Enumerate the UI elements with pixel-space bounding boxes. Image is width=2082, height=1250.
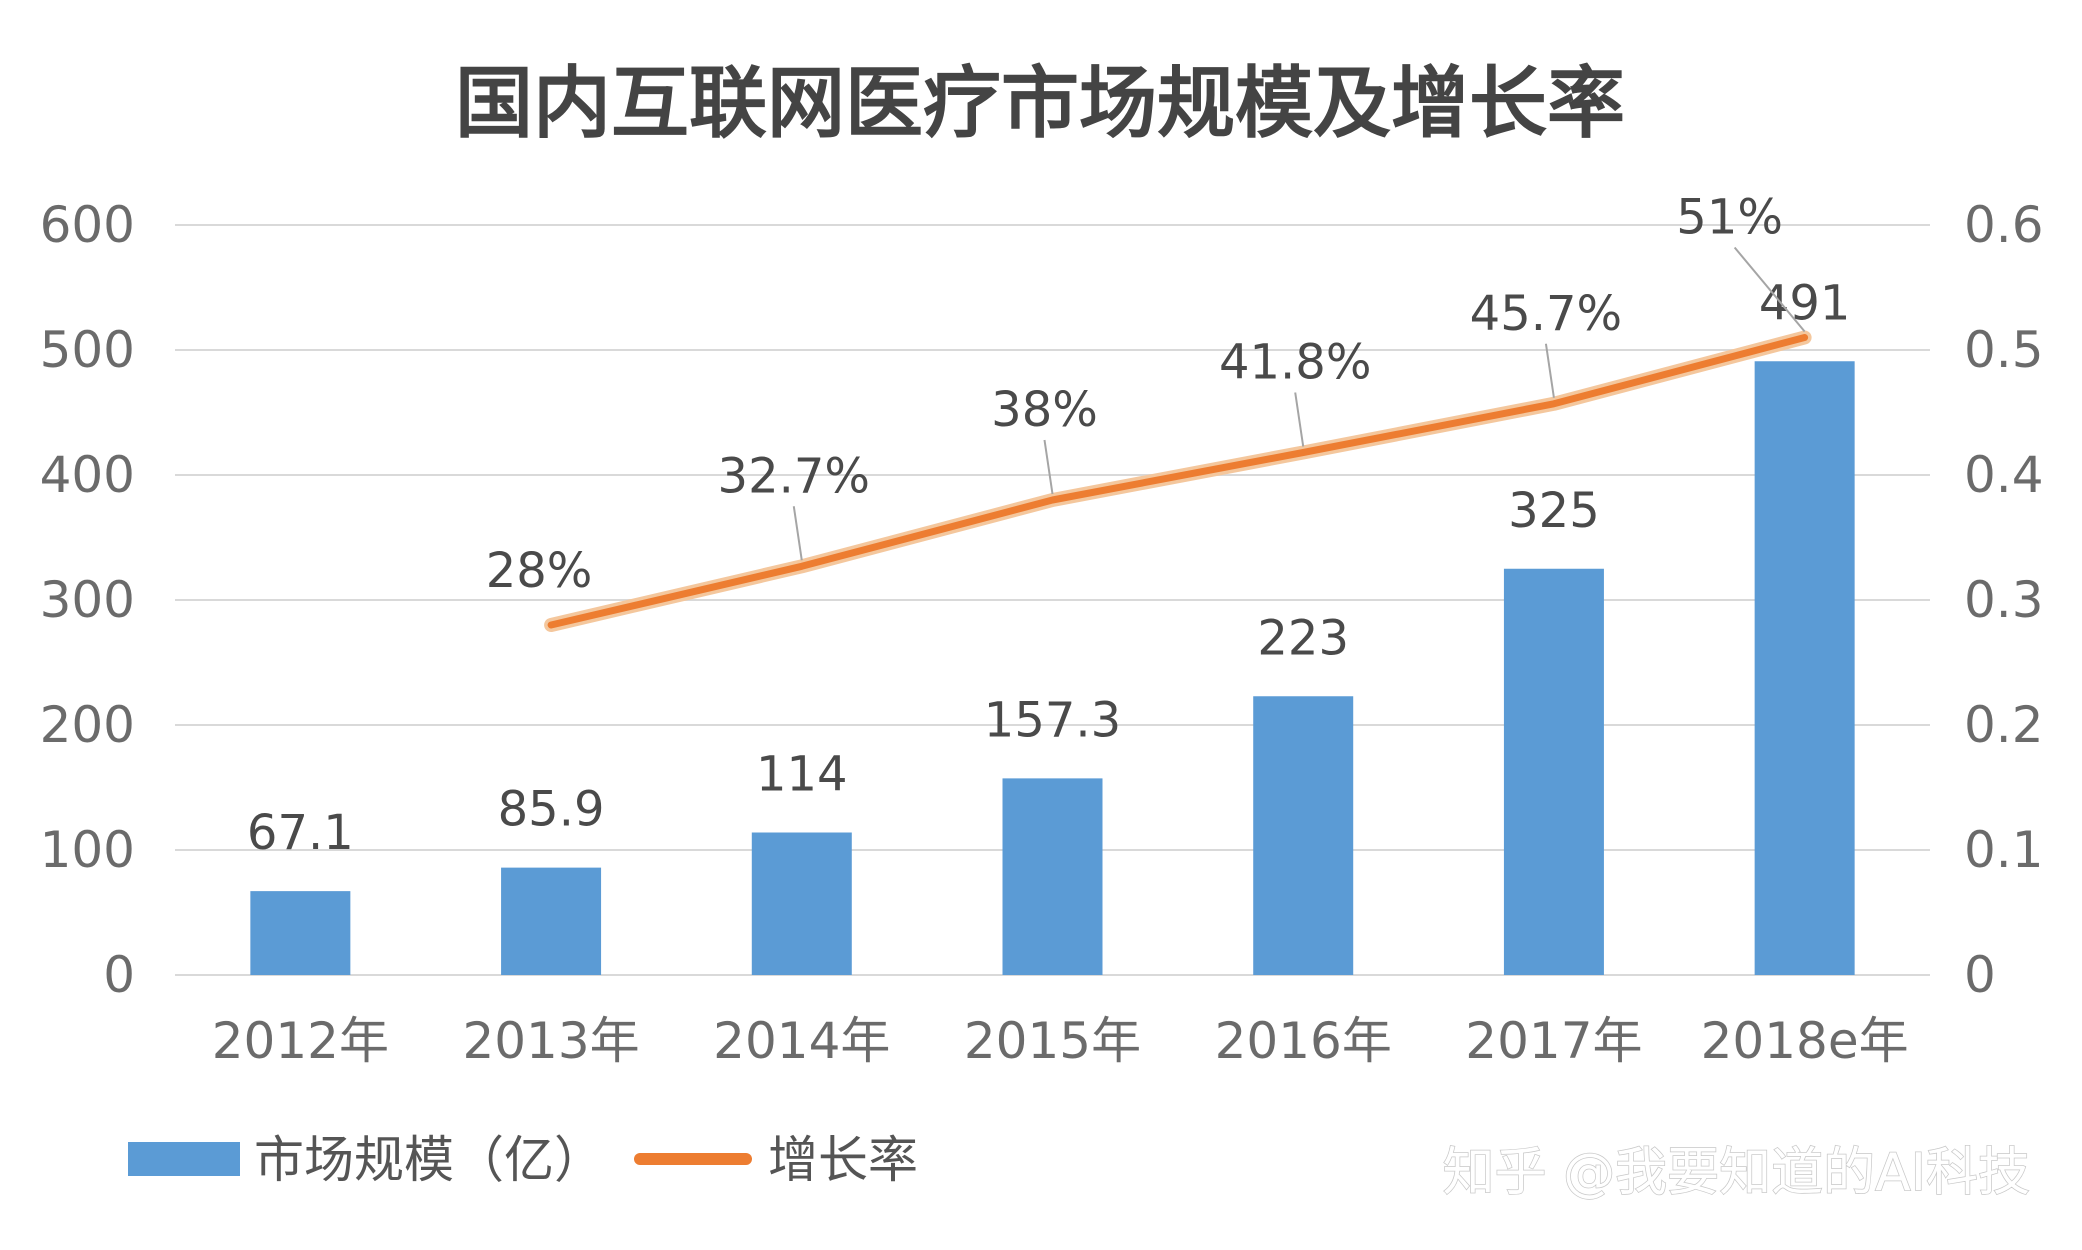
x-axis: 2012年 2013年 2014年 2015年 2016年 2017年 2018e年 xyxy=(212,1012,1909,1070)
legend-line-label: 增长率 xyxy=(768,1131,918,1189)
bar xyxy=(501,867,602,975)
legend-bar-swatch xyxy=(128,1142,240,1176)
line-data-label: 41.8% xyxy=(1219,335,1371,391)
watermark: 知乎 @我要知道的AI科技 xyxy=(1443,1143,2030,1203)
bar-data-label: 491 xyxy=(1759,275,1851,331)
x-category-label: 2018e年 xyxy=(1701,1012,1909,1070)
right-y-tick-label: 0.6 xyxy=(1964,196,2044,254)
bar-data-labels: 67.1 85.9 114 157.3 223 325 491 xyxy=(247,275,1851,861)
bar xyxy=(1503,568,1604,975)
bar-data-label: 325 xyxy=(1508,483,1600,539)
bar xyxy=(751,832,852,975)
x-category-label: 2012年 xyxy=(212,1012,389,1070)
line-label-leader xyxy=(1733,246,1806,333)
legend-bar-label: 市场规模（亿） xyxy=(254,1131,604,1189)
bar-data-label: 85.9 xyxy=(498,782,605,838)
bar xyxy=(1754,361,1855,975)
line-label-leader xyxy=(792,506,803,561)
x-category-label: 2017年 xyxy=(1465,1012,1642,1070)
right-y-tick-label: 0.4 xyxy=(1964,446,2044,504)
line-data-labels: 28% 32.7% 38% 41.8% 45.7% 51% xyxy=(486,190,1806,599)
left-y-tick-label: 600 xyxy=(40,196,135,254)
line-series-path xyxy=(547,334,1809,629)
left-y-tick-label: 500 xyxy=(40,321,135,379)
line-label-leader xyxy=(1043,439,1054,495)
bar xyxy=(1253,696,1354,975)
right-y-tick-label: 0 xyxy=(1964,946,1996,1004)
bar-data-label: 67.1 xyxy=(247,805,354,861)
left-y-tick-label: 400 xyxy=(40,446,135,504)
line-data-label: 38% xyxy=(991,382,1098,438)
line-data-label: 45.7% xyxy=(1470,286,1622,342)
bar-data-label: 114 xyxy=(756,747,848,803)
x-category-label: 2013年 xyxy=(462,1012,639,1070)
right-y-axis: 0 0.1 0.2 0.3 0.4 0.5 0.6 xyxy=(1964,196,2044,1004)
line-label-leader xyxy=(1294,392,1305,447)
legend: 市场规模（亿） 增长率 xyxy=(128,1131,918,1189)
right-y-tick-label: 0.3 xyxy=(1964,571,2044,629)
left-y-tick-label: 0 xyxy=(103,946,135,1004)
left-y-tick-label: 300 xyxy=(40,571,135,629)
x-category-label: 2014年 xyxy=(713,1012,890,1070)
left-y-tick-label: 100 xyxy=(40,821,135,879)
x-category-label: 2015年 xyxy=(964,1012,1141,1070)
bar-data-label: 157.3 xyxy=(984,692,1121,748)
bar xyxy=(1002,778,1103,975)
bar-series xyxy=(250,361,1855,975)
line-data-label: 28% xyxy=(486,543,593,599)
bar-data-label: 223 xyxy=(1257,610,1349,666)
legend-line-swatch xyxy=(634,1153,752,1165)
line-label-leader xyxy=(1544,343,1555,398)
line-data-label: 32.7% xyxy=(718,448,870,504)
left-y-axis: 0 100 200 300 400 500 600 xyxy=(40,196,135,1004)
right-y-tick-label: 0.2 xyxy=(1964,696,2044,754)
bar xyxy=(250,891,351,975)
right-y-tick-label: 0.1 xyxy=(1964,821,2044,879)
line-data-label: 51% xyxy=(1676,190,1783,246)
grid-layer xyxy=(175,224,1930,976)
left-y-tick-label: 200 xyxy=(40,696,135,754)
chart-title: 国内互联网医疗市场规模及增长率 xyxy=(455,59,1625,149)
right-y-tick-label: 0.5 xyxy=(1964,321,2044,379)
line-series xyxy=(544,330,1812,632)
x-category-label: 2016年 xyxy=(1215,1012,1392,1070)
